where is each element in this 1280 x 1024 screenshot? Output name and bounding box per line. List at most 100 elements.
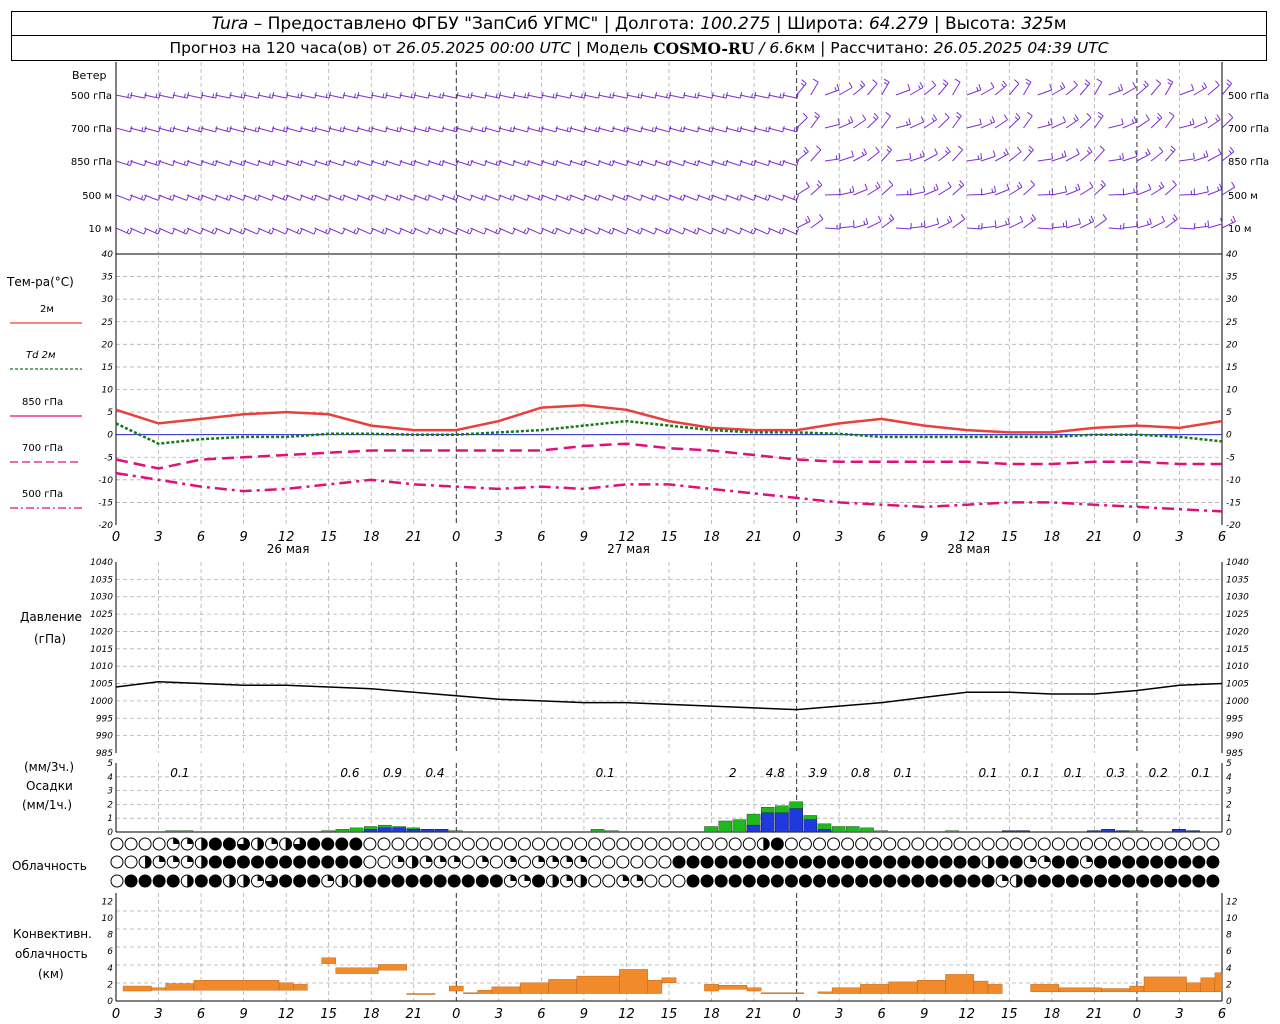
cloud-circle — [630, 837, 644, 851]
wind-barb — [130, 160, 145, 167]
cloud-fill-full — [1206, 856, 1219, 868]
cloud-cover-symbol — [236, 855, 250, 869]
cloud-fill-full — [1010, 856, 1023, 868]
y-tick-label-right: 0 — [1226, 828, 1232, 838]
wind-barb-feather — [611, 228, 615, 235]
wind-barb — [782, 160, 797, 167]
precip-bar-total — [449, 830, 463, 833]
wind-barb-feather — [807, 215, 811, 222]
wind-barb — [980, 191, 996, 196]
wind-barb-feather — [1025, 82, 1030, 86]
cloud-cover-symbol — [784, 874, 798, 888]
wind-barb-feather — [1189, 121, 1192, 126]
y-tick-label: 20 — [102, 340, 114, 350]
cloud-cover-symbol — [349, 855, 363, 869]
y-tick-label-right: 2 — [1226, 980, 1232, 990]
wind-barb — [1164, 115, 1175, 129]
cloud-cover-symbol — [728, 837, 742, 851]
wind-barb-feather — [851, 150, 854, 157]
cloud-fill-three-quarter — [265, 875, 278, 888]
cloud-cover-symbol — [1108, 874, 1122, 888]
cloud-circle — [714, 837, 728, 851]
cloud-fill-full — [687, 875, 700, 887]
cloud-fill-full — [715, 856, 728, 868]
cloud-fill-full — [729, 856, 742, 868]
cloud-title: Облачность — [12, 859, 87, 873]
cloud-fill-full — [1150, 856, 1163, 868]
wind-barb-feather — [285, 125, 289, 133]
wind-barb-feather — [385, 159, 388, 166]
wind-barb — [1079, 151, 1093, 162]
cloud-cover-symbol — [1178, 874, 1192, 888]
cloud-cover-symbol — [138, 837, 152, 851]
wind-barb-feather — [979, 118, 982, 125]
wind-barb-feather — [327, 228, 332, 235]
x-tick-label: 15 — [661, 530, 678, 545]
y-tick-label-right: 0 — [1226, 997, 1232, 1007]
y-tick-label: 30 — [102, 295, 114, 305]
x-tick-label: 3 — [835, 1007, 843, 1022]
pressure-title-1: Давление — [20, 610, 82, 624]
wind-barb — [1051, 191, 1067, 196]
wind-barb-feather — [1231, 181, 1236, 188]
wind-barb-feather — [410, 229, 413, 234]
precip-bar-convective — [1002, 830, 1016, 833]
cloud-cover-symbol — [293, 855, 307, 869]
wind-barb — [172, 127, 188, 133]
precip-bar-total — [732, 819, 747, 833]
cloud-circle — [630, 855, 644, 869]
y-tick-label-right: 40 — [1226, 250, 1238, 260]
conv-cloud-bar — [888, 981, 918, 994]
wind-barb-feather — [1102, 214, 1107, 220]
wind-barb — [1179, 158, 1195, 162]
wind-barb — [881, 184, 894, 196]
precip-3h-label: 0.1 — [596, 766, 615, 780]
cloud-fill-full — [883, 856, 896, 868]
wind-barb-feather — [1016, 184, 1020, 189]
cloud-cover-symbol — [222, 837, 236, 851]
wind-barb-feather — [495, 160, 498, 165]
cloud-cover-symbol — [546, 874, 560, 888]
wind-barb-feather — [580, 229, 583, 234]
y-tick-label-right: -20 — [1226, 521, 1241, 531]
wind-barb-feather — [805, 218, 808, 223]
wind-barb — [356, 160, 372, 167]
wind-barb — [782, 227, 797, 235]
wind-barb-feather — [1097, 115, 1102, 119]
wind-barb — [924, 223, 939, 229]
wind-barb-feather — [873, 112, 879, 118]
wind-barb — [867, 83, 878, 96]
wind-barb — [413, 160, 429, 167]
wind-barb-feather — [381, 229, 385, 234]
cloud-fill-full — [1192, 875, 1205, 887]
header-forecast-line: Прогноз на 120 часа(ов) от 26.05.2025 00… — [11, 36, 1267, 61]
wind-barb-feather — [697, 125, 700, 133]
cloud-cover-symbol — [391, 837, 405, 851]
y-tick-label-right: 12 — [1226, 897, 1238, 907]
wind-barb — [1221, 117, 1234, 129]
cloud-cover-symbol — [321, 874, 335, 888]
wind-barb-feather — [1061, 82, 1066, 88]
precip-title-2: Осадки — [26, 779, 73, 793]
wind-barb-feather — [126, 229, 130, 234]
cloud-circle — [841, 837, 855, 851]
wind-barb-feather — [541, 125, 544, 133]
wind-barb-feather — [665, 229, 668, 234]
wind-barb — [909, 191, 925, 196]
cloud-fill-full — [813, 856, 826, 868]
wind-barb — [144, 127, 159, 133]
cloud-cover-symbol — [1206, 837, 1220, 851]
y-tick-label-right: -5 — [1226, 453, 1235, 463]
wind-barb-feather — [212, 160, 215, 165]
cloud-circle — [686, 837, 700, 851]
conv-cloud-bar — [1143, 976, 1187, 993]
wind-barb — [484, 127, 500, 133]
wind-barb-feather — [200, 125, 204, 133]
cloud-cover-symbol — [166, 874, 180, 888]
precip-bar-convective — [363, 829, 378, 833]
cloud-cover-symbol — [756, 855, 770, 869]
cloud-cover-symbol — [714, 837, 728, 851]
cloud-cover-symbol — [869, 837, 883, 851]
cloud-cover-symbol — [419, 837, 433, 851]
cloud-cover-symbol — [222, 874, 236, 888]
